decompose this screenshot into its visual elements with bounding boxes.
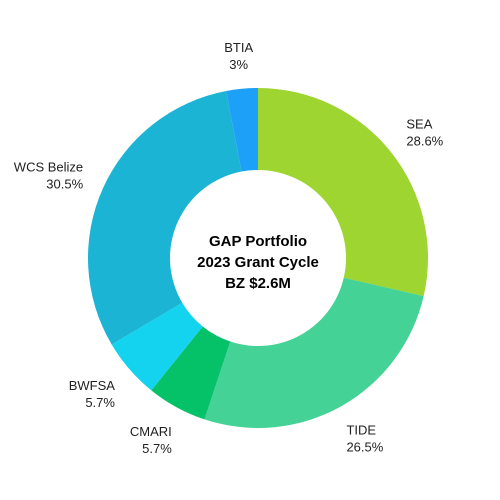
slice-label-sea: SEA	[406, 116, 432, 131]
slice-btia	[226, 88, 258, 172]
slice-label-bwfsa: BWFSA	[69, 378, 116, 393]
slice-wcs-belize	[87, 91, 242, 345]
slice-sea	[258, 88, 428, 297]
slice-cmari	[151, 326, 231, 420]
slice-value-wcs-belize: 30.5%	[46, 177, 83, 192]
center-label-line-2: 2023 Grant Cycle	[197, 254, 319, 271]
slice-label-btia: BTIA	[224, 40, 253, 55]
slice-label-tide: TIDE	[346, 423, 376, 438]
slice-label-cmari: CMARI	[130, 424, 172, 439]
center-label-line-1: GAP Portfolio	[209, 233, 307, 250]
slice-value-cmari: 5.7%	[142, 441, 172, 456]
slice-label-wcs-belize: WCS Belize	[14, 160, 83, 175]
slices-group	[87, 88, 428, 428]
slice-value-bwfsa: 5.7%	[85, 395, 115, 410]
slice-value-sea: 28.6%	[406, 133, 443, 148]
center-label-line-3: BZ $2.6M	[225, 275, 291, 292]
slice-bwfsa	[111, 302, 203, 391]
labels-group: SEA 28.6% TIDE 26.5% CMARI 5.7% BWFSA 5.7% WCS B…	[14, 40, 444, 456]
slice-value-tide: 26.5%	[346, 440, 383, 455]
center-label: GAP Portfolio 2023 Grant Cycle BZ $2.6M	[197, 233, 319, 292]
slice-value-btia: 3%	[229, 57, 248, 72]
slice-tide	[204, 277, 424, 428]
